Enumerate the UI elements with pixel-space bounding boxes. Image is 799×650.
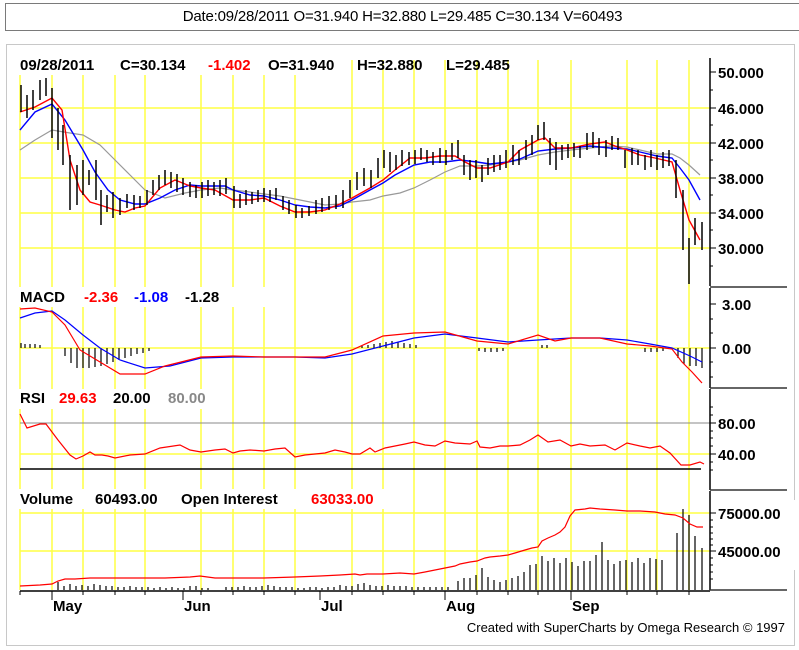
open-interest-line: [19, 507, 703, 587]
month-label-jul: Jul: [321, 598, 343, 615]
price-moving-averages: [19, 97, 701, 241]
volume-header: Volume 60493.00 Open Interest 63033.00: [20, 491, 374, 508]
month-label-sep: Sep: [572, 598, 600, 615]
price-close: C=30.134: [120, 57, 186, 74]
open-interest-title: Open Interest: [181, 491, 278, 508]
volume-tick-75000: 75000.00: [718, 506, 781, 523]
rsi-high-level: 80.00: [168, 390, 206, 407]
volume-bars: [57, 509, 703, 590]
price-tick-50: 50.000: [718, 65, 764, 82]
rsi-tick-80: 80.00: [718, 416, 756, 433]
month-label-jun: Jun: [184, 598, 211, 615]
macd-value: -2.36: [84, 289, 118, 306]
volume-axis: 75000.00 45000.00: [709, 491, 799, 591]
rsi-value: 29.63: [59, 390, 97, 407]
price-tick-34: 34.000: [718, 206, 764, 223]
macd-hist-value: -1.28: [185, 289, 219, 306]
macd-lines: [19, 307, 703, 384]
x-axis: May Jun Jul Aug Sep: [19, 590, 710, 615]
rsi-tick-40: 40.00: [718, 447, 756, 464]
vertical-gridlines: [19, 60, 690, 590]
macd-histogram: [20, 341, 703, 368]
price-date: 09/28/2011: [20, 57, 94, 74]
price-header: 09/28/2011 C=30.134 -1.402 O=31.940 H=32…: [20, 57, 510, 74]
price-tick-42: 42.000: [718, 136, 764, 153]
macd-tick-0: 0.00: [722, 341, 751, 358]
macd-line: [19, 307, 703, 384]
price-axis: 50.000 46.000 42.000 38.000 34.000 30.00…: [709, 58, 787, 288]
footer-credit: Created with SuperCharts by Omega Resear…: [467, 620, 785, 635]
month-label-may: May: [53, 598, 83, 615]
price-low: L=29.485: [446, 57, 510, 74]
price-high: H=32.880: [357, 57, 422, 74]
price-tick-30: 30.000: [718, 241, 764, 258]
macd-tick-3: 3.00: [722, 297, 751, 314]
volume-title: Volume: [20, 491, 73, 508]
rsi-header: RSI 29.63 20.00 80.00: [20, 390, 206, 407]
volume-value: 60493.00: [95, 491, 158, 508]
ma-fast-line: [19, 97, 701, 241]
chart-frame: [6, 44, 795, 646]
macd-signal-line: [19, 310, 703, 369]
price-tick-38: 38.000: [718, 171, 764, 188]
rsi-title: RSI: [20, 390, 45, 407]
price-ohlc-bars: [20, 78, 703, 284]
price-tick-46: 46.000: [718, 101, 764, 118]
ma-mid-line: [19, 103, 701, 209]
ohlc-info-bar: Date:09/28/2011 O=31.940 H=32.880 L=29.4…: [5, 3, 799, 31]
horizontal-gridlines: [20, 107, 710, 552]
macd-axis: 3.00 0.00: [709, 288, 787, 389]
macd-header: MACD -2.36 -1.08 -1.28: [20, 289, 219, 306]
month-label-aug: Aug: [446, 598, 475, 615]
volume-tick-45000: 45000.00: [718, 544, 781, 561]
macd-signal-value: -1.08: [134, 289, 168, 306]
macd-title: MACD: [20, 289, 65, 306]
price-open: O=31.940: [268, 57, 334, 74]
rsi-line: [19, 413, 705, 466]
open-interest-value: 63033.00: [311, 491, 374, 508]
rsi-low-level: 20.00: [113, 390, 151, 407]
rsi-axis: 80.00 40.00: [709, 389, 787, 491]
price-change: -1.402: [208, 57, 251, 74]
